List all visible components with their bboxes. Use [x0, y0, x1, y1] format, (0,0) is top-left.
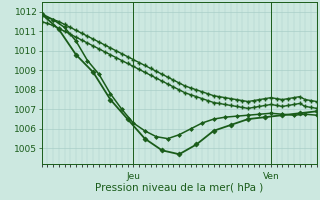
X-axis label: Pression niveau de la mer( hPa ): Pression niveau de la mer( hPa ) — [95, 182, 263, 192]
